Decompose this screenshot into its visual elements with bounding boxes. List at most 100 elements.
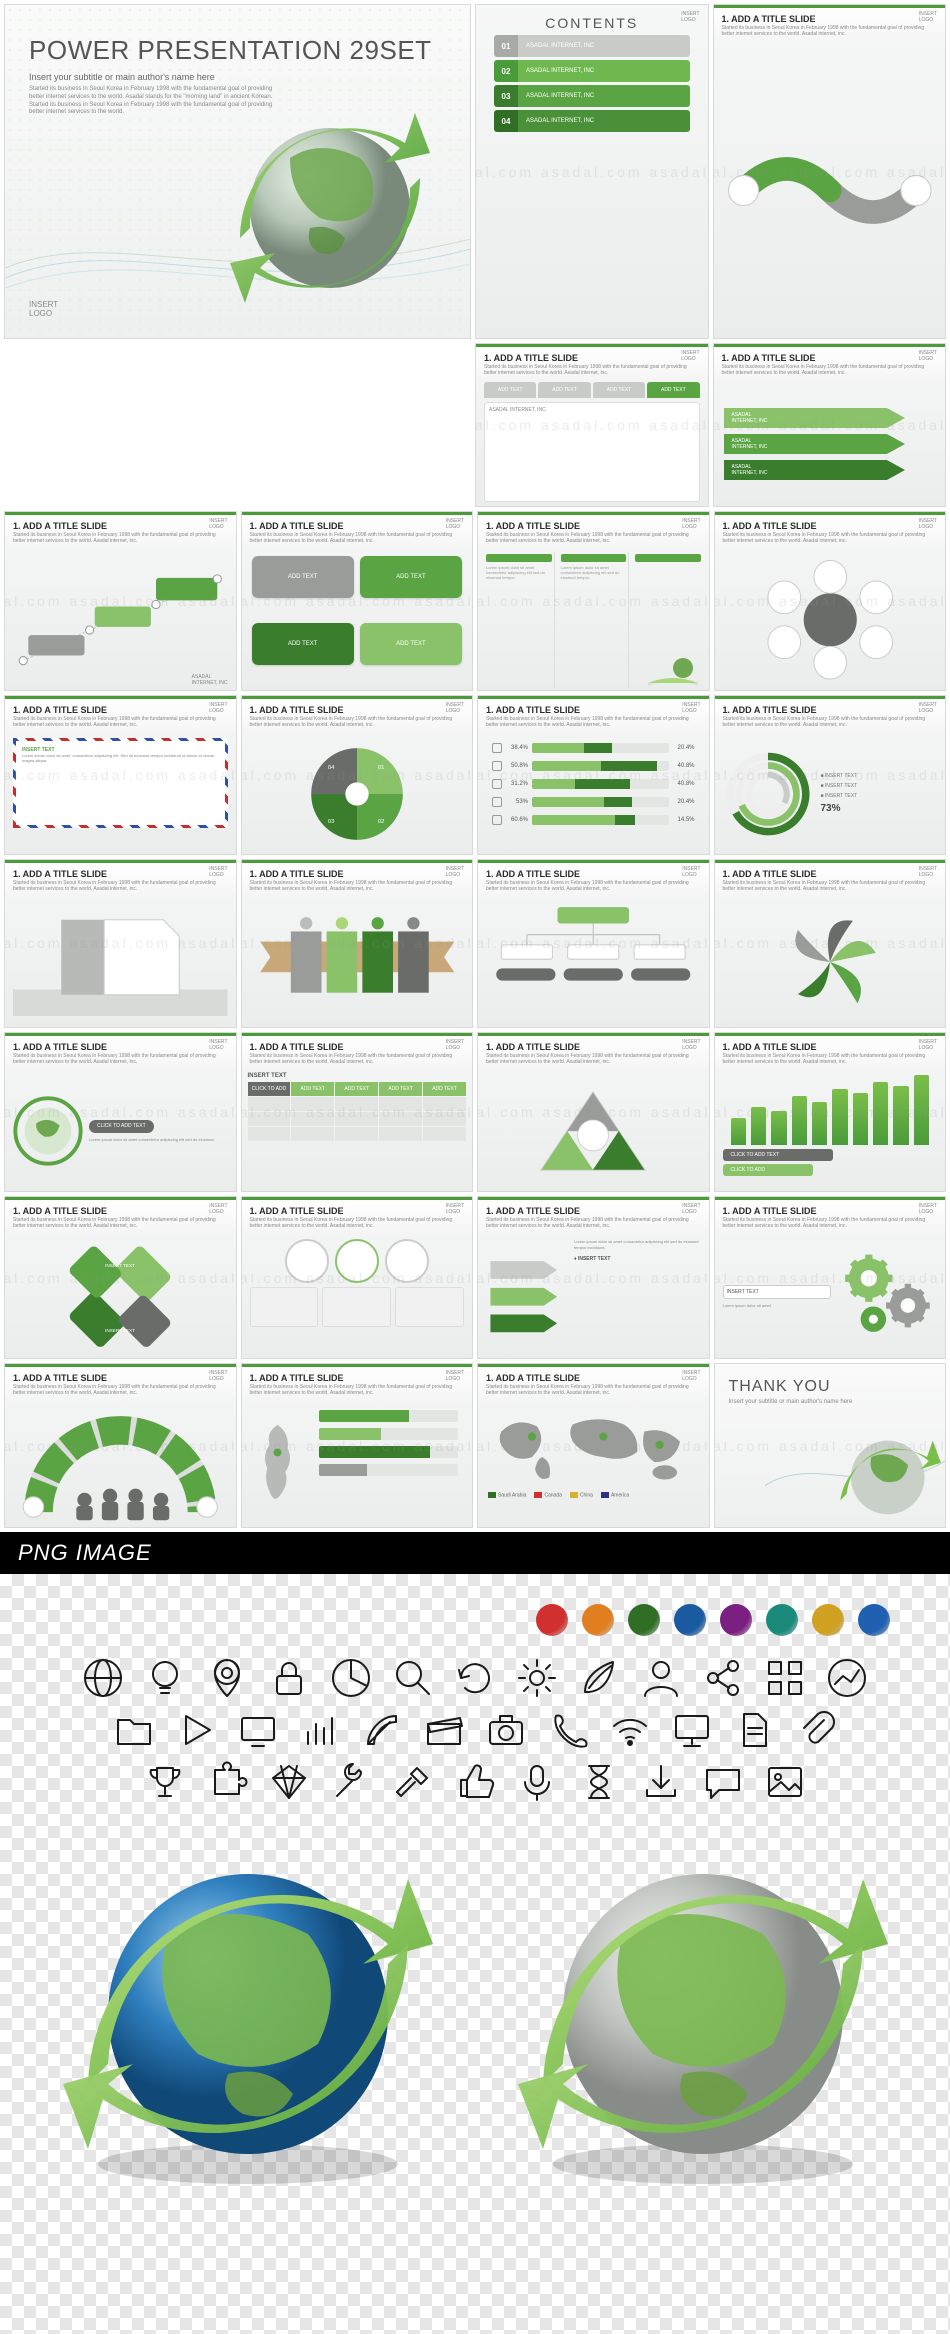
slide-triangle: 1. ADD A TITLE SLIDEStarted its business… — [477, 1032, 710, 1192]
slide-subtitle: Started its business in Seoul Korea in F… — [13, 716, 228, 728]
hbar-set: 38.4%20.4%50.8%40.8%31.2%40.8%53%20.4%60… — [486, 738, 701, 830]
zoom-icon — [391, 1656, 435, 1700]
slide-title: 1. ADD A TITLE SLIDE — [486, 1042, 701, 1052]
camera-icon — [484, 1708, 528, 1752]
icon-grid — [20, 1656, 930, 1804]
table-cell — [335, 1097, 378, 1111]
slide-subtitle: Started its business in Seoul Korea in F… — [722, 25, 938, 37]
slide-logo-placeholder: INSERT LOGO — [682, 702, 700, 714]
globe-blue-asset — [48, 1834, 448, 2194]
slide-korea-map: 1. ADD A TITLE SLIDEStarted its business… — [241, 1363, 474, 1527]
doc-icon — [732, 1708, 776, 1752]
slide-logo-placeholder: INSERT LOGO — [682, 1039, 700, 1051]
slide-title: 1. ADD A TITLE SLIDE — [484, 353, 700, 363]
brand-logo-row — [20, 1604, 930, 1636]
hbar-row — [319, 1446, 459, 1458]
thankyou-subtitle: Insert your subtitle or main author's na… — [729, 1399, 932, 1405]
banner-graphic — [250, 911, 465, 1013]
slide-logo-placeholder: INSERT LOGO — [919, 866, 937, 878]
slide-tabs: 1. ADD A TITLE SLIDE Started its busines… — [475, 343, 709, 507]
radial-people-graphic — [13, 1410, 228, 1522]
slide-globe-pill: 1. ADD A TITLE SLIDEStarted its business… — [4, 1032, 237, 1192]
column-bar — [731, 1118, 746, 1145]
slide-hero: POWER PRESENTATION 29SET Insert your sub… — [4, 4, 471, 339]
slide-subtitle: Started its business in Seoul Korea in F… — [486, 880, 701, 892]
slide-stacked-bars: 1. ADD A TITLE SLIDEStarted its business… — [477, 695, 710, 855]
rounded-box: ADD TEXT — [252, 556, 354, 598]
folded-paper-graphic — [13, 909, 228, 1016]
svg-text:02: 02 — [378, 819, 384, 825]
globe-assets-row — [20, 1834, 930, 2194]
slide-four-boxes: 1. ADD A TITLE SLIDEStarted its business… — [241, 511, 474, 691]
data-table: CLICK TO ADDADD TEXTADD TEXTADD TEXTADD … — [248, 1082, 467, 1141]
slide-subtitle: Started its business in Seoul Korea in F… — [486, 1217, 701, 1229]
mic-icon — [515, 1760, 559, 1804]
table-cell — [248, 1112, 291, 1126]
org-tree-graphic — [486, 902, 701, 1014]
column-bar — [893, 1086, 908, 1145]
slide-world-map: 1. ADD A TITLE SLIDEStarted its business… — [477, 1363, 710, 1527]
icon-row — [143, 1760, 807, 1804]
slide-subtitle: Started its business in Seoul Korea in F… — [723, 880, 938, 892]
slide-subtitle: Started its business in Seoul Korea in F… — [723, 1053, 938, 1065]
column-bar — [873, 1082, 888, 1145]
slide-folded-paper: 1. ADD A TITLE SLIDEStarted its business… — [4, 859, 237, 1028]
template-preview-grid: POWER PRESENTATION 29SET Insert your sub… — [0, 0, 950, 1532]
slide-subtitle: Started its business in Seoul Korea in F… — [723, 532, 938, 544]
map-legend: Saudi ArabiaCanadaChinaAmerica — [486, 1488, 701, 1502]
trophy-icon — [143, 1760, 187, 1804]
korea-map-graphic — [250, 1406, 305, 1522]
column-bar — [914, 1075, 929, 1145]
slide-radial-people: 1. ADD A TITLE SLIDEStarted its business… — [4, 1363, 237, 1527]
clapper-icon — [422, 1708, 466, 1752]
table-cell — [291, 1127, 334, 1141]
slide-title: 1. ADD A TITLE SLIDE — [13, 1206, 228, 1216]
slide-subtitle: Started its business in Seoul Korea in F… — [486, 1384, 701, 1396]
slide-title: 1. ADD A TITLE SLIDE — [723, 1206, 938, 1216]
table-cell — [423, 1097, 466, 1111]
slide-thank-you: THANK YOU Insert your subtitle or main a… — [714, 1363, 947, 1527]
leaf-icon — [577, 1656, 621, 1700]
column-bar — [792, 1096, 807, 1145]
pie-icon — [329, 1656, 373, 1700]
brand-logo-icon — [858, 1604, 890, 1636]
slide-title: 1. ADD A TITLE SLIDE — [486, 521, 701, 531]
slide-subtitle: Started its business in Seoul Korea in F… — [486, 716, 701, 728]
hourglass-icon — [577, 1760, 621, 1804]
slide-title: 1. ADD A TITLE SLIDE — [250, 521, 465, 531]
slide-title: 1. ADD A TITLE SLIDE — [250, 705, 465, 715]
bars-icon — [298, 1708, 342, 1752]
slide-subtitle: Started its business in Seoul Korea in F… — [13, 1053, 228, 1065]
feather-icon — [360, 1708, 404, 1752]
slide-logo-placeholder: INSERT LOGO — [446, 1039, 464, 1051]
hero-subtitle: Insert your subtitle or main author's na… — [29, 72, 446, 82]
svg-text:03: 03 — [328, 819, 334, 825]
slide-logo-placeholder: INSERT LOGO — [446, 866, 464, 878]
slide-subtitle: Started its business in Seoul Korea in F… — [484, 364, 700, 376]
slide-table: 1. ADD A TITLE SLIDEStarted its business… — [241, 1032, 474, 1192]
tab: ADD TEXT — [538, 382, 590, 398]
column-bar — [832, 1089, 847, 1145]
column-bars — [723, 1075, 938, 1145]
arrow-list: ASADAL INTERNET, INCASADAL INTERNET, INC… — [714, 378, 946, 507]
table-cell — [423, 1127, 466, 1141]
image-icon — [763, 1760, 807, 1804]
thankyou-globe-graphic — [765, 1412, 945, 1527]
action-pill: CLICK TO ADD — [723, 1164, 813, 1176]
slide-footer-brand: ASADAL INTERNET, INC — [192, 674, 228, 686]
table-header-cell: ADD TEXT — [423, 1082, 466, 1096]
tab: ADD TEXT — [647, 382, 699, 398]
tv-icon — [236, 1708, 280, 1752]
column-bar — [853, 1093, 868, 1145]
slide-banner-people: 1. ADD A TITLE SLIDEStarted its business… — [241, 859, 474, 1028]
slide-logo-placeholder: INSERT LOGO — [446, 1370, 464, 1382]
slide-logo-placeholder: INSERT LOGO — [681, 11, 699, 23]
hbar-row: 50.8%40.8% — [492, 760, 695, 772]
png-checker-background — [0, 1574, 950, 2334]
chevron-arrow: ASADAL INTERNET, INC — [724, 434, 906, 454]
box-grid: ADD TEXTADD TEXTADD TEXTADD TEXT — [242, 546, 473, 691]
slide-logo-placeholder: INSERT LOGO — [446, 518, 464, 530]
slide-title: 1. ADD A TITLE SLIDE — [722, 14, 938, 24]
slide-pinwheel: 1. ADD A TITLE SLIDEStarted its business… — [714, 859, 947, 1028]
slide-logo-placeholder: INSERT LOGO — [682, 1203, 700, 1215]
